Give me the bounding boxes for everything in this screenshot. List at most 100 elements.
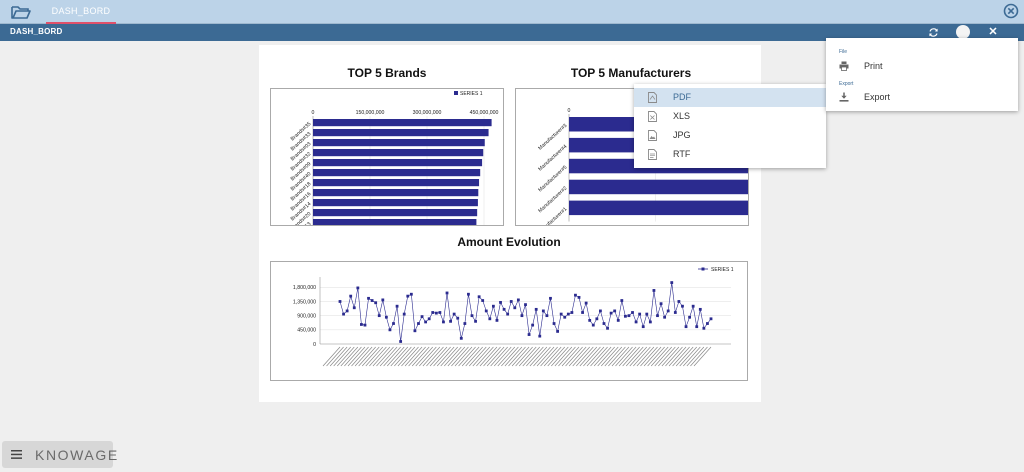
tab-dash-bord[interactable]: DASH_BORD (46, 6, 116, 24)
data-point (684, 325, 688, 329)
data-point (534, 307, 538, 311)
data-point (338, 300, 342, 303)
data-point (570, 311, 574, 314)
bar (313, 139, 485, 147)
export-xls-item[interactable]: XLS (634, 107, 826, 126)
data-point (606, 326, 609, 330)
export-menu-item[interactable]: Export (826, 89, 1018, 105)
print-menu-item[interactable]: Print (826, 58, 1018, 74)
data-point (541, 309, 545, 313)
export-pdf-item[interactable]: PDF (634, 88, 826, 107)
data-point (488, 317, 492, 321)
x-tick-mark (515, 346, 533, 367)
export-jpg-item[interactable]: JPG (634, 126, 826, 145)
x-tick-mark (337, 346, 355, 367)
x-tick-mark (483, 346, 501, 367)
x-tick-mark (504, 346, 523, 367)
data-point (360, 323, 363, 326)
data-point (552, 322, 556, 325)
export-rtf-label: RTF (673, 149, 691, 159)
x-tick-mark (529, 346, 548, 367)
refresh-icon[interactable] (928, 27, 939, 38)
knowage-logo: KNOWAGE (35, 447, 119, 463)
data-point (381, 298, 385, 302)
x-tick-mark (561, 346, 580, 367)
bar (569, 179, 748, 195)
data-point (609, 311, 613, 315)
data-point (659, 302, 663, 306)
data-point (620, 299, 624, 302)
export-section-label: Export (839, 81, 854, 87)
x-tick-mark (361, 346, 380, 367)
x-tick-mark (344, 346, 362, 367)
x-tick-mark (401, 346, 419, 367)
menu-toggle-button[interactable] (956, 25, 970, 39)
data-point (352, 306, 356, 310)
x-tick-mark (386, 346, 405, 367)
x-tick-mark (647, 346, 665, 367)
data-point (356, 286, 360, 290)
data-point (681, 304, 684, 308)
data-point (509, 300, 513, 303)
data-point (370, 299, 374, 302)
data-point (367, 296, 370, 300)
rtf-file-icon (648, 149, 657, 160)
bar (313, 159, 483, 167)
data-point (584, 301, 588, 305)
data-point (363, 323, 367, 327)
x-tick-mark (565, 346, 583, 367)
bar (313, 209, 478, 217)
dashboard-sheet: TOP 5 Brands TOP 5 Manufacturers Amount … (259, 45, 761, 402)
x-tick-mark (411, 346, 430, 367)
data-point (709, 317, 713, 321)
x-tick-mark (358, 346, 376, 367)
data-point (673, 311, 677, 314)
x-tick-mark (650, 346, 669, 367)
data-point (456, 316, 460, 320)
x-tick-mark (376, 346, 394, 367)
data-point (431, 311, 435, 314)
x-tick-mark (465, 346, 483, 367)
data-point (531, 323, 535, 327)
data-point (524, 303, 527, 307)
x-tick-mark (551, 346, 569, 367)
data-point (374, 301, 378, 305)
bar (313, 129, 489, 137)
hamburger-icon (11, 450, 22, 459)
knowage-menu-button[interactable]: KNOWAGE (2, 441, 117, 468)
x-tick-mark (636, 346, 655, 367)
x-tick-mark (579, 346, 598, 367)
folder-open-icon[interactable] (10, 3, 32, 21)
data-point (627, 314, 631, 318)
close-icon[interactable]: ✕ (988, 26, 998, 38)
export-rtf-item[interactable]: RTF (634, 145, 826, 164)
data-point (345, 309, 349, 313)
x-tick-mark (640, 346, 658, 367)
bar (569, 200, 748, 216)
data-point (648, 320, 652, 324)
x-tick-mark (622, 346, 640, 367)
export-xls-label: XLS (673, 111, 691, 121)
close-circle-icon[interactable] (1003, 3, 1019, 19)
data-point (420, 315, 424, 318)
data-point (574, 293, 577, 297)
y-tick-label: 450,000 (297, 328, 316, 334)
x-tick-mark (618, 346, 637, 367)
x-tick-mark (576, 346, 594, 367)
data-point (677, 300, 681, 303)
data-point (459, 336, 463, 340)
x-tick-mark (675, 346, 694, 367)
data-point (702, 326, 706, 330)
data-point (342, 312, 345, 316)
y-tick-label: 1,800,000 (293, 285, 316, 291)
x-tick-mark (586, 346, 605, 367)
x-tick-mark (404, 346, 423, 367)
bar (313, 149, 484, 157)
y-tick-label: 900,000 (297, 313, 316, 319)
data-point (670, 281, 674, 284)
data-point (384, 315, 388, 319)
x-tick-mark (611, 346, 630, 367)
data-point (566, 312, 570, 316)
x-tick-mark (558, 346, 576, 367)
x-tick-mark (440, 346, 458, 367)
